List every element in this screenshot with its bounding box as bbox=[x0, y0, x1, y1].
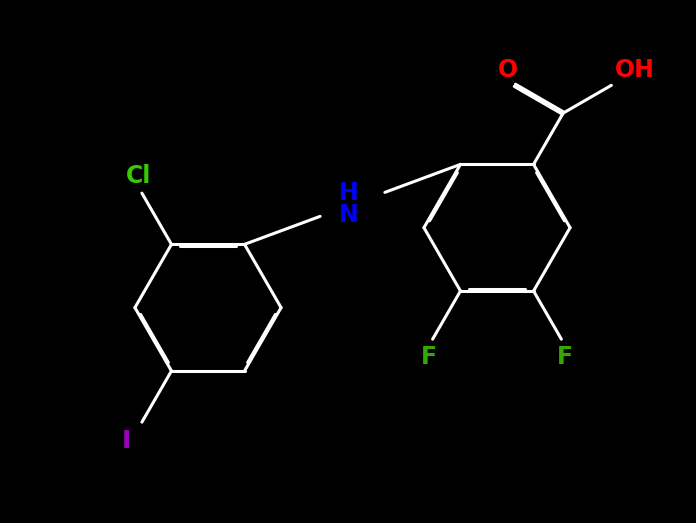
Text: H
N: H N bbox=[339, 181, 359, 228]
Text: I: I bbox=[122, 429, 132, 453]
Text: F: F bbox=[421, 345, 437, 369]
Text: O: O bbox=[498, 58, 518, 82]
Text: OH: OH bbox=[615, 58, 655, 82]
Text: F: F bbox=[557, 345, 573, 369]
Text: Cl: Cl bbox=[126, 164, 151, 188]
